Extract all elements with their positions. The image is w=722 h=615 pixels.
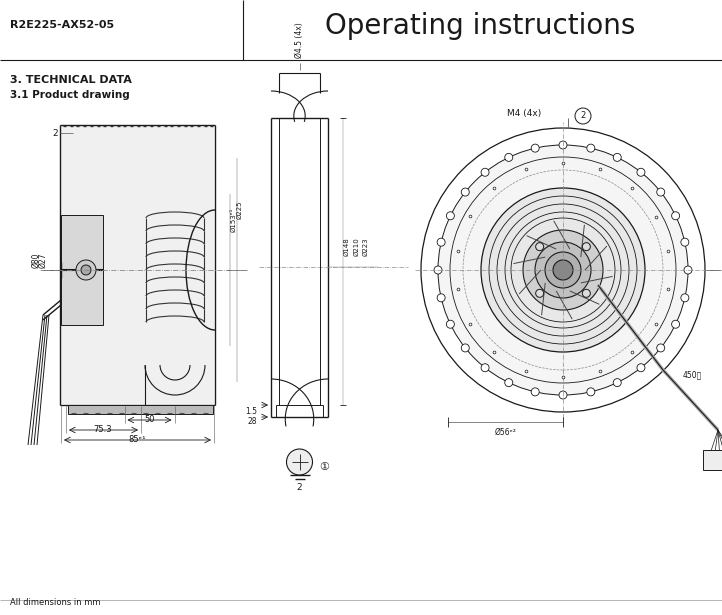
- Circle shape: [76, 260, 96, 280]
- Text: Ø148: Ø148: [344, 237, 350, 256]
- Circle shape: [505, 153, 513, 161]
- Circle shape: [681, 294, 689, 302]
- Text: 2: 2: [52, 129, 58, 138]
- Circle shape: [559, 391, 567, 399]
- Circle shape: [684, 266, 692, 274]
- Text: M4 (4x): M4 (4x): [507, 109, 541, 118]
- Text: Ø80: Ø80: [31, 252, 40, 268]
- Text: Ø56ᵉ²: Ø56ᵉ²: [495, 428, 517, 437]
- Circle shape: [583, 289, 591, 297]
- Circle shape: [481, 169, 489, 177]
- Circle shape: [531, 144, 539, 152]
- Circle shape: [505, 379, 513, 387]
- Circle shape: [657, 344, 665, 352]
- Circle shape: [434, 266, 442, 274]
- Circle shape: [637, 363, 645, 371]
- Circle shape: [461, 344, 469, 352]
- Text: Ø225: Ø225: [237, 200, 243, 220]
- Circle shape: [531, 388, 539, 396]
- Circle shape: [523, 230, 603, 310]
- Text: 75.3: 75.3: [94, 426, 113, 435]
- Text: ①: ①: [320, 462, 329, 472]
- Circle shape: [587, 144, 595, 152]
- Circle shape: [536, 289, 544, 297]
- Text: 3.1 Product drawing: 3.1 Product drawing: [10, 90, 130, 100]
- Text: 28: 28: [248, 418, 257, 426]
- Text: 1.5: 1.5: [245, 407, 257, 416]
- Text: 3. TECHNICAL DATA: 3. TECHNICAL DATA: [10, 75, 132, 85]
- Circle shape: [681, 238, 689, 246]
- Circle shape: [461, 188, 469, 196]
- Bar: [61, 215, 103, 325]
- Circle shape: [287, 449, 313, 475]
- Circle shape: [553, 260, 573, 280]
- Text: 2: 2: [580, 111, 586, 121]
- Text: Ø223: Ø223: [363, 237, 369, 256]
- Text: Operating instructions: Operating instructions: [325, 12, 635, 40]
- Text: Ø210: Ø210: [354, 237, 360, 256]
- Circle shape: [657, 188, 665, 196]
- Text: 85ᵉ¹: 85ᵉ¹: [129, 435, 147, 445]
- Circle shape: [545, 252, 581, 288]
- Bar: [68, 405, 213, 414]
- Circle shape: [437, 294, 445, 302]
- Circle shape: [438, 145, 688, 395]
- Circle shape: [587, 388, 595, 396]
- Circle shape: [671, 212, 679, 220]
- Text: 50: 50: [144, 416, 155, 424]
- Bar: [703, 450, 722, 470]
- Circle shape: [437, 238, 445, 246]
- Polygon shape: [61, 126, 214, 404]
- Circle shape: [535, 242, 591, 298]
- Circle shape: [481, 363, 489, 371]
- Text: All dimensions in mm: All dimensions in mm: [10, 598, 100, 607]
- Circle shape: [81, 265, 91, 275]
- Text: Ø4.5 (4x): Ø4.5 (4x): [295, 22, 304, 58]
- Text: 2: 2: [297, 483, 303, 491]
- Circle shape: [613, 379, 621, 387]
- Circle shape: [421, 128, 705, 412]
- Circle shape: [446, 212, 454, 220]
- Circle shape: [583, 243, 591, 251]
- Circle shape: [559, 141, 567, 149]
- Circle shape: [575, 108, 591, 124]
- Text: Ø27: Ø27: [38, 252, 47, 268]
- Circle shape: [637, 169, 645, 177]
- Circle shape: [536, 243, 544, 251]
- Circle shape: [446, 320, 454, 328]
- Circle shape: [671, 320, 679, 328]
- Text: Ø153ᵉ¹: Ø153ᵉ¹: [230, 208, 236, 232]
- Text: R2E225-AX52-05: R2E225-AX52-05: [10, 20, 114, 30]
- Circle shape: [481, 188, 645, 352]
- Circle shape: [613, 153, 621, 161]
- Text: 450᪲: 450᪲: [683, 370, 703, 379]
